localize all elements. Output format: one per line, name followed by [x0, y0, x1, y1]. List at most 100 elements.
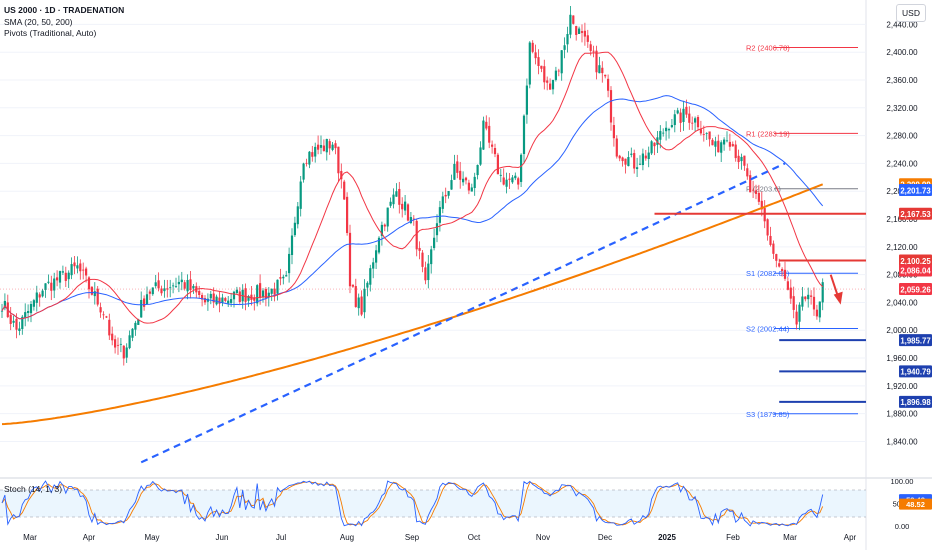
candle-body	[644, 155, 647, 159]
candle-body	[163, 288, 166, 292]
candle-body	[566, 34, 569, 45]
candle-body	[778, 263, 781, 267]
price-label-last: 2,059.26	[900, 285, 931, 294]
candle-body	[670, 125, 673, 128]
candle-body	[621, 157, 624, 162]
candle-body	[177, 281, 180, 285]
candle-body	[618, 155, 621, 159]
x-tick-label: Apr	[844, 533, 857, 542]
candle-body	[87, 277, 91, 290]
candle-body	[375, 250, 378, 263]
candle-body	[244, 288, 247, 302]
pivot-label: S2 (2002.44)	[746, 325, 790, 334]
stoch-legend[interactable]: Stoch (14, 1, 3)	[4, 484, 63, 494]
candle-body	[470, 187, 473, 192]
y-tick-label: 1,880.00	[886, 410, 918, 419]
trendline	[140, 162, 786, 464]
pivots-legend[interactable]: Pivots (Traditional, Auto)	[4, 28, 97, 38]
candle-body	[528, 42, 531, 85]
candle-body	[377, 237, 381, 253]
candle-body	[450, 180, 453, 190]
candle-body	[740, 156, 743, 162]
candle-body	[456, 161, 459, 173]
candle-body	[128, 335, 131, 349]
candle-body	[723, 139, 726, 145]
candle-body	[412, 218, 415, 220]
candle-body	[116, 344, 120, 346]
candle-body	[725, 140, 729, 142]
candle-body	[18, 328, 21, 331]
candle-body	[807, 294, 810, 300]
candle-body	[505, 179, 508, 187]
candle-body	[140, 299, 143, 318]
candle-body	[696, 116, 700, 128]
candle-body	[276, 279, 279, 294]
sma200-line	[1, 183, 824, 426]
candle-body	[311, 152, 314, 157]
candle-body	[650, 141, 653, 154]
candle-body	[354, 286, 357, 307]
pivot-label: R1 (2283.19)	[746, 129, 790, 138]
candle-body	[125, 347, 128, 358]
price-label-box	[899, 395, 932, 408]
candle-body	[82, 269, 85, 271]
price-label-box	[899, 184, 932, 197]
candle-body	[12, 320, 15, 323]
candle-body	[293, 222, 296, 236]
candle-body	[270, 288, 273, 294]
price-label-sma50: 2,201.73	[900, 186, 931, 195]
candle-body	[815, 309, 818, 317]
candle-body	[203, 298, 207, 303]
candle-body	[525, 85, 528, 115]
candle-body	[754, 190, 758, 194]
candle-body	[728, 141, 731, 147]
candle-body	[491, 144, 494, 147]
candle-body	[93, 291, 96, 297]
candle-body	[105, 316, 108, 318]
candle-body	[114, 339, 117, 348]
candle-body	[24, 312, 27, 319]
candle-body	[122, 345, 125, 359]
y-tick-label: 2,360.00	[886, 76, 918, 85]
candle-body	[192, 285, 195, 289]
candle-body	[578, 28, 581, 34]
candle-body	[757, 192, 760, 202]
candle-body	[363, 288, 366, 313]
candle-body	[705, 133, 708, 134]
candle-body	[633, 153, 636, 169]
candle-body	[462, 178, 465, 183]
x-tick-label: Jun	[216, 533, 229, 542]
candle-body	[53, 278, 56, 291]
candle-body	[688, 113, 691, 123]
candle-body	[85, 268, 88, 276]
sma-legend[interactable]: SMA (20, 50, 200)	[4, 16, 73, 27]
candle-body	[720, 142, 723, 153]
candle-body	[308, 151, 311, 165]
candle-body	[70, 264, 73, 276]
candle-body	[221, 297, 224, 303]
candle-body	[482, 120, 485, 150]
currency-button[interactable]: USD	[896, 4, 926, 22]
candle-body	[546, 80, 549, 83]
candle-body	[357, 297, 360, 309]
candle-body	[15, 318, 18, 330]
symbol-title: US 2000 · 1D · TRADENATION	[4, 5, 125, 15]
candle-body	[259, 283, 262, 298]
candle-body	[372, 262, 375, 269]
candle-body	[656, 137, 659, 145]
candle-body	[261, 290, 265, 298]
candle-body	[302, 163, 305, 180]
chart-legend: US 2000 · 1D · TRADENATION SMA (20, 50, …	[4, 5, 124, 40]
candle-body	[328, 141, 331, 149]
candle-body	[76, 265, 79, 269]
candle-body	[699, 129, 702, 134]
candle-body	[288, 253, 291, 274]
y-tick-label: 2,240.00	[886, 159, 918, 168]
candle-body	[711, 139, 714, 146]
candle-body	[224, 298, 227, 301]
candle-body	[279, 277, 282, 279]
candle-body	[421, 252, 424, 267]
candle-body	[389, 201, 392, 206]
